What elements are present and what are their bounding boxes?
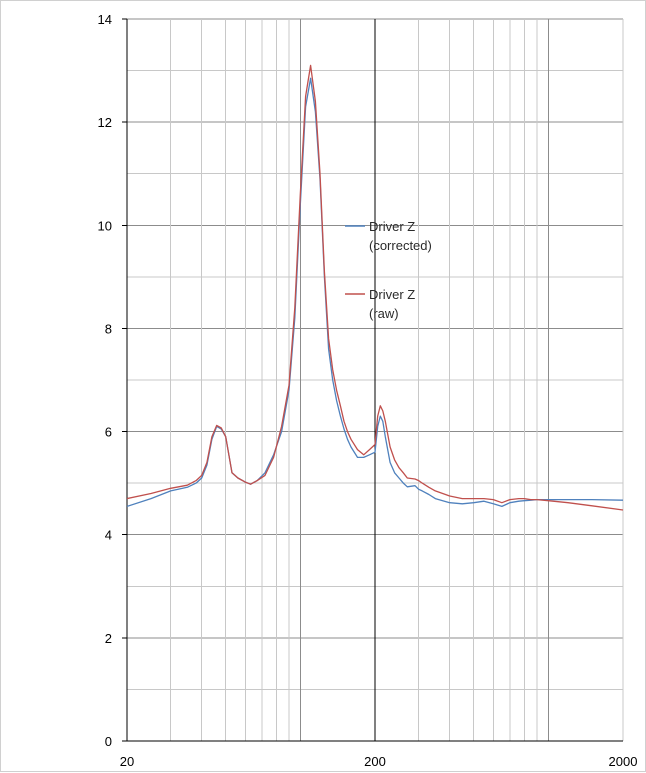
y-tick-label: 2	[105, 631, 112, 646]
tick-labels: 0 2 4 6 8 10 12 14 20 200 2000	[98, 12, 638, 769]
y-tick-label: 0	[105, 734, 112, 749]
y-tick-label: 4	[105, 528, 112, 543]
y-tick-label: 8	[105, 321, 112, 336]
series-lines	[126, 64, 624, 511]
series-line-2	[126, 64, 624, 511]
legend-label-1: (corrected)	[369, 238, 432, 253]
y-tick-label: 10	[98, 218, 112, 233]
y-tick-label: 12	[98, 115, 112, 130]
legend-label-1: Driver Z	[369, 219, 415, 234]
axes	[122, 18, 623, 742]
y-tick-label: 6	[105, 425, 112, 440]
legend: Driver Z (corrected) Driver Z (raw)	[345, 219, 432, 321]
x-tick-label: 200	[364, 754, 386, 769]
x-tick-label: 20	[120, 754, 134, 769]
legend-label-2: (raw)	[369, 306, 399, 321]
x-tick-label: 2000	[609, 754, 638, 769]
y-tick-label: 14	[98, 12, 112, 27]
legend-label-2: Driver Z	[369, 287, 415, 302]
